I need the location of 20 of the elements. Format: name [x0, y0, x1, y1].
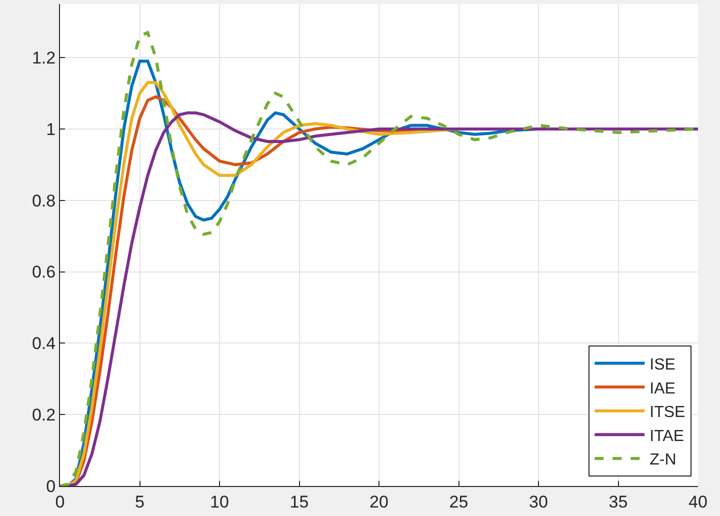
legend-label: ISE — [650, 356, 676, 374]
legend-label: Z-N — [650, 452, 676, 469]
y-tick-label: 0 — [46, 476, 56, 496]
legend-label: ITAE — [650, 428, 684, 445]
x-tick-label: 15 — [290, 492, 309, 512]
y-tick-label: 0.8 — [32, 191, 56, 210]
y-tick-label: 0.6 — [32, 262, 56, 282]
y-tick-label: 0.4 — [32, 334, 56, 354]
x-tick-label: 5 — [135, 492, 144, 512]
x-tick-label: 35 — [608, 492, 628, 512]
x-tick-label: 25 — [449, 492, 468, 512]
x-tick-label: 30 — [529, 492, 548, 512]
y-tick-label: 0.2 — [32, 406, 56, 425]
legend-label: ITSE — [650, 404, 686, 422]
x-tick-label: 20 — [370, 492, 388, 512]
y-tick-label: 1.2 — [32, 48, 56, 68]
y-tick-label: 1 — [46, 120, 56, 139]
x-tick-label: 10 — [210, 492, 229, 512]
legend-label: IAE — [650, 380, 676, 398]
x-tick-label: 40 — [688, 492, 708, 512]
